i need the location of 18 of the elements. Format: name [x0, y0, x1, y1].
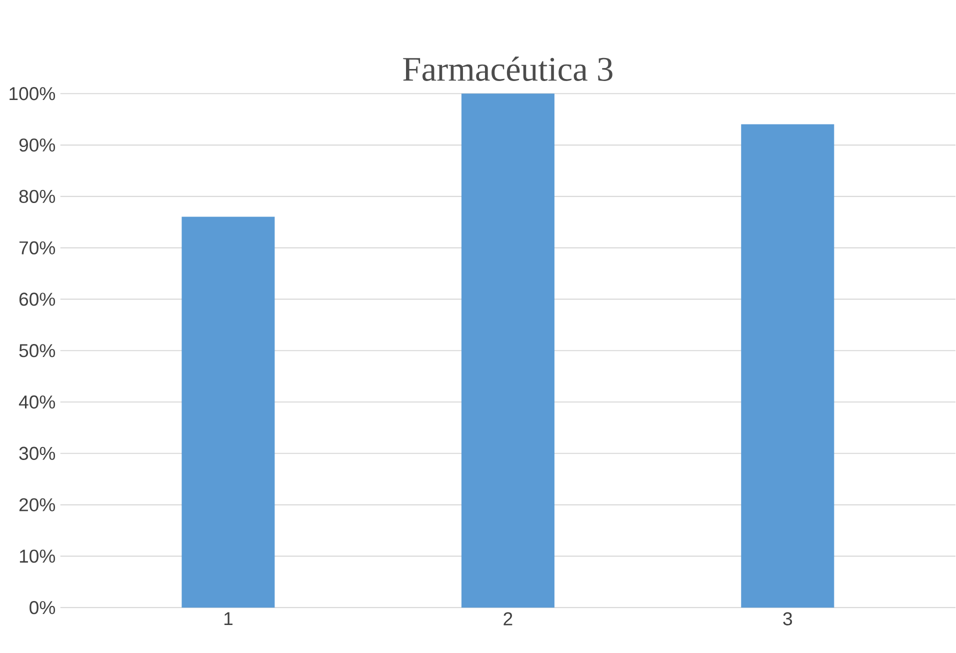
y-tick-label: 30% — [19, 446, 56, 460]
bar — [182, 216, 275, 608]
y-tick-label: 70% — [19, 241, 56, 254]
y-tick-label: 60% — [19, 292, 56, 306]
chart-title: Farmacéutica 3 — [403, 56, 612, 82]
bar — [461, 94, 554, 608]
x-tick-label: 3 — [783, 612, 792, 626]
x-tick-label: 2 — [504, 612, 512, 626]
y-tick-label: 20% — [19, 498, 56, 512]
y-tick-label: 90% — [19, 138, 56, 152]
y-tick-label: 100% — [10, 87, 56, 100]
y-tick-label: 10% — [20, 550, 56, 563]
x-tick-label: 1 — [224, 612, 232, 626]
y-tick-label: 0% — [30, 601, 56, 614]
y-tick-label: 50% — [19, 344, 56, 358]
bar — [741, 124, 834, 608]
y-tick-label: 80% — [19, 190, 56, 204]
y-tick-label: 40% — [18, 395, 56, 409]
